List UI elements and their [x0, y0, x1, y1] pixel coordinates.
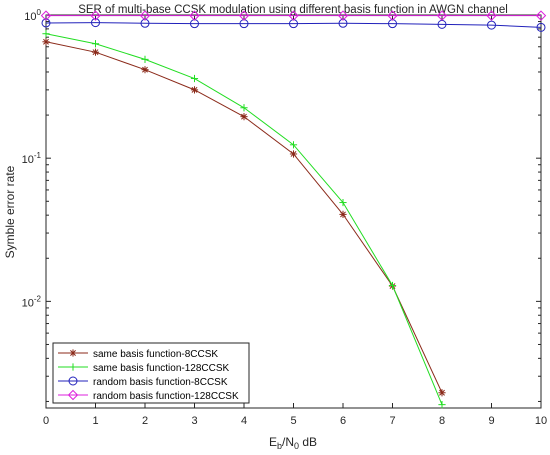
y-tick-label-base: 10 [22, 154, 34, 166]
data-point [436, 10, 448, 21]
data-point [338, 18, 348, 28]
data-point [141, 66, 149, 74]
data-point [91, 40, 100, 48]
data-point [536, 22, 546, 32]
data-point [90, 10, 101, 21]
legend-item: same basis function-8CCSK [58, 349, 218, 360]
x-tick-label: 3 [191, 415, 197, 427]
legend-label: random basis function-8CCSK [93, 377, 228, 388]
series-group [40, 10, 547, 409]
legend: same basis function-8CCSK same basis func… [52, 342, 250, 404]
data-point [240, 104, 248, 112]
data-point [190, 86, 199, 94]
series-3 [41, 18, 546, 32]
legend-items: same basis function-8CCSK same basis func… [58, 349, 239, 402]
legend-item: same basis function-128CCSK [58, 363, 230, 374]
data-point [487, 20, 496, 30]
legend-item: random basis function-8CCSK [58, 376, 228, 388]
x-tick-label: 4 [241, 415, 247, 427]
data-point [91, 18, 100, 28]
data-point [41, 18, 51, 28]
x-tick-label: 5 [290, 415, 296, 427]
data-point [438, 389, 446, 397]
data-point [339, 198, 347, 207]
legend-label: same basis function-128CCSK [93, 363, 230, 374]
x-axis: 0 1 2 3 4 5 6 7 8 9 10 [43, 15, 547, 427]
data-point [438, 401, 446, 409]
data-point [289, 141, 298, 149]
x-axis-label-separator: /N [282, 435, 294, 449]
series-2 [42, 30, 446, 409]
data-point [337, 10, 349, 21]
legend-item: random basis function-128CCSK [58, 389, 239, 402]
series-line [45, 22, 542, 28]
series-1 [42, 38, 446, 397]
legend-marker [68, 376, 78, 386]
chart-title: SER of multi-base CCSK modulation using … [78, 4, 508, 16]
x-axis-label-base-subscript: b [277, 441, 282, 451]
x-tick-label: 2 [142, 415, 148, 427]
data-point [238, 10, 250, 21]
x-tick-label: 8 [439, 415, 445, 427]
legend-marker [67, 389, 79, 401]
x-axis-label-base: E [269, 435, 277, 449]
x-tick-label: 9 [488, 415, 494, 427]
x-axis-label-unit: dB [299, 435, 317, 449]
y-tick-label: 10-2 [22, 294, 42, 309]
data-point [240, 113, 248, 121]
x-tick-label: 1 [92, 415, 98, 427]
x-tick-label: 10 [535, 415, 547, 427]
legend-label: same basis function-8CCSK [93, 349, 218, 360]
data-point [40, 10, 52, 21]
data-point [91, 48, 100, 56]
data-point [535, 10, 547, 21]
legend-label: random basis function-128CCSK [93, 391, 239, 402]
data-point [339, 210, 347, 218]
y-tick-label-exponent: -2 [34, 294, 42, 303]
legend-marker [69, 349, 77, 357]
data-point [42, 30, 50, 38]
data-point [141, 55, 149, 63]
y-tick-label-exponent: -1 [34, 151, 42, 160]
data-point [42, 38, 50, 46]
x-tick-label: 0 [43, 415, 49, 427]
data-point [288, 10, 299, 21]
data-point [486, 10, 497, 21]
x-axis-label-separator-subscript: 0 [294, 441, 299, 451]
data-point [190, 74, 199, 83]
x-tick-label: 7 [389, 415, 395, 427]
legend-marker [69, 363, 77, 371]
data-point [139, 10, 151, 21]
y-tick-label-base: 10 [22, 297, 34, 309]
x-tick-label: 6 [340, 415, 346, 427]
data-point [140, 18, 150, 28]
y-axis-label: Symble error rate [3, 165, 17, 258]
series-4 [40, 10, 547, 21]
y-tick-label: 10-1 [22, 151, 42, 166]
data-point [289, 150, 298, 158]
y-tick-label: 100 [24, 8, 41, 23]
data-point [189, 10, 200, 21]
data-point [387, 10, 398, 21]
y-tick-label-base: 10 [24, 11, 36, 23]
y-tick-label-exponent: 0 [37, 8, 42, 17]
x-axis-label: Eb/N0 dB [269, 435, 317, 451]
data-point [388, 281, 397, 290]
